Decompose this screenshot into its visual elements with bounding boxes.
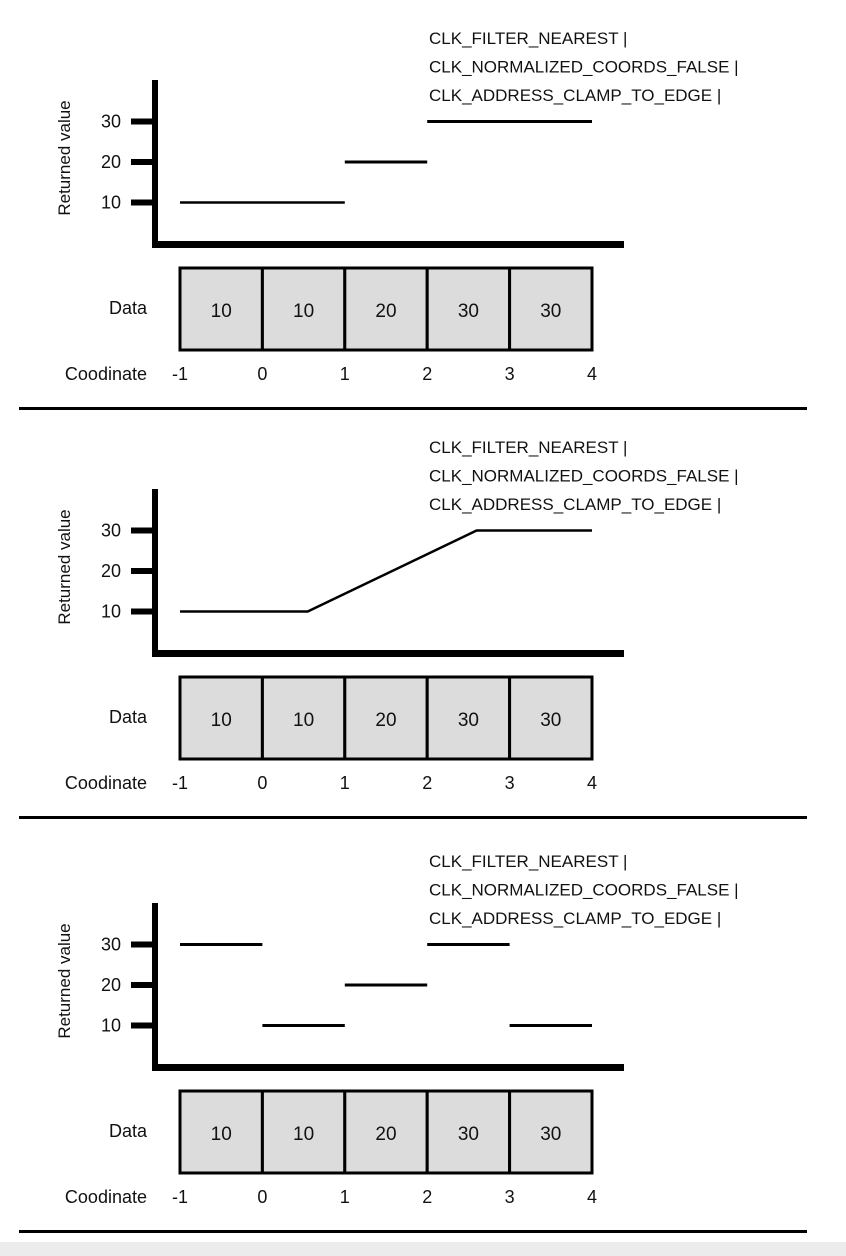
y-tick-label: 20 — [101, 561, 121, 581]
y-axis-label: Returned value — [55, 923, 74, 1038]
data-row-label: Data — [109, 1121, 148, 1141]
y-tick-label: 30 — [101, 112, 121, 132]
y-axis-line — [152, 489, 158, 657]
data-cell — [425, 266, 512, 352]
coordinate-tick-label: 1 — [340, 773, 350, 793]
y-tick — [131, 608, 153, 615]
y-axis-line — [152, 80, 158, 248]
coordinate-tick-label: 3 — [505, 773, 515, 793]
data-cell-value: 10 — [293, 1124, 314, 1145]
data-cell-value: 10 — [211, 710, 232, 731]
data-cell-value: 10 — [211, 1124, 232, 1145]
y-tick-label: 30 — [101, 521, 121, 541]
sampler-flag: CLK_NORMALIZED_COORDS_FALSE | — [429, 58, 739, 77]
data-cell — [178, 1089, 264, 1175]
data-cell-value: 30 — [540, 1124, 561, 1145]
y-tick-label: 30 — [101, 935, 121, 955]
x-axis-line — [152, 650, 624, 657]
coordinate-tick-label: 4 — [587, 773, 597, 793]
data-cell-value: 10 — [293, 710, 314, 731]
y-tick — [131, 1022, 153, 1029]
coordinate-tick-label: 3 — [505, 364, 515, 384]
data-row-label: Data — [109, 707, 148, 727]
coordinate-row-label: Coodinate — [65, 1187, 147, 1207]
sampler-flag: CLK_NORMALIZED_COORDS_FALSE | — [429, 881, 739, 900]
data-row-label: Data — [109, 298, 148, 318]
coordinate-tick-label: -1 — [172, 364, 188, 384]
data-cell — [343, 266, 429, 352]
sample-curve — [180, 529, 592, 613]
sampler-flag: CLK_NORMALIZED_COORDS_FALSE | — [429, 467, 739, 486]
data-cell — [508, 1089, 594, 1175]
sampler-flag: CLK_FILTER_NEAREST | — [429, 852, 627, 871]
coordinate-tick-label: -1 — [172, 1187, 188, 1207]
coordinate-tick-label: 4 — [587, 364, 597, 384]
sampler-flag: CLK_ADDRESS_CLAMP_TO_EDGE | — [429, 909, 721, 928]
data-cell-value: 10 — [293, 301, 314, 322]
x-axis-line — [152, 241, 624, 248]
coordinate-row-label: Coodinate — [65, 773, 147, 793]
y-tick — [131, 568, 153, 574]
coordinate-tick-label: 4 — [587, 1187, 597, 1207]
coordinate-tick-label: 2 — [422, 1187, 432, 1207]
bottom-band — [0, 1242, 846, 1256]
coordinate-tick-label: 3 — [505, 1187, 515, 1207]
sampler-flag: CLK_ADDRESS_CLAMP_TO_EDGE | — [429, 495, 721, 514]
panel-separator — [19, 1230, 807, 1233]
y-axis-label: Returned value — [55, 509, 74, 624]
data-cell-value: 20 — [375, 710, 396, 731]
panel-2: CLK_FILTER_NEAREST | CLK_NORMALIZED_COORD… — [19, 438, 807, 819]
coordinate-tick-label: 0 — [257, 364, 267, 384]
panel-separator — [19, 407, 807, 410]
coordinate-tick-label: 1 — [340, 1187, 350, 1207]
coordinate-tick-label: 0 — [257, 773, 267, 793]
coordinate-tick-label: 2 — [422, 364, 432, 384]
y-tick-label: 20 — [101, 152, 121, 172]
data-cell-value: 30 — [540, 710, 561, 731]
coordinate-row-label: Coodinate — [65, 364, 147, 384]
panel-1: CLK_FILTER_NEAREST | CLK_NORMALIZED_COORD… — [19, 29, 807, 410]
y-tick — [131, 941, 153, 948]
y-tick — [131, 199, 153, 206]
y-tick — [131, 118, 153, 125]
data-cell — [260, 675, 347, 761]
y-axis-label: Returned value — [55, 100, 74, 215]
x-axis-line — [152, 1064, 624, 1071]
sampler-flag: CLK_ADDRESS_CLAMP_TO_EDGE | — [429, 86, 721, 105]
data-cell — [508, 266, 594, 352]
data-cell-value: 20 — [375, 1124, 396, 1145]
y-axis-line — [152, 903, 158, 1071]
y-tick — [131, 527, 153, 534]
y-tick — [131, 159, 153, 165]
data-cell — [508, 675, 594, 761]
coordinate-tick-label: -1 — [172, 773, 188, 793]
data-cell-value: 30 — [540, 301, 561, 322]
data-cell — [343, 1089, 429, 1175]
panel-separator — [19, 816, 807, 819]
data-cell — [425, 675, 512, 761]
data-cell-value: 20 — [375, 301, 396, 322]
sampler-flag: CLK_FILTER_NEAREST | — [429, 438, 627, 457]
data-cell — [343, 675, 429, 761]
data-cell — [178, 266, 264, 352]
panel-3: CLK_FILTER_NEAREST | CLK_NORMALIZED_COORD… — [19, 852, 807, 1233]
coordinate-tick-label: 1 — [340, 364, 350, 384]
y-tick-label: 20 — [101, 975, 121, 995]
coordinate-tick-label: 2 — [422, 773, 432, 793]
data-cell-value: 30 — [458, 710, 479, 731]
y-tick — [131, 982, 153, 988]
data-cell-value: 30 — [458, 301, 479, 322]
y-tick-label: 10 — [101, 602, 121, 622]
sampler-flag: CLK_FILTER_NEAREST | — [429, 29, 627, 48]
coordinate-tick-label: 0 — [257, 1187, 267, 1207]
y-tick-label: 10 — [101, 1016, 121, 1036]
data-cell-value: 10 — [211, 301, 232, 322]
y-tick-label: 10 — [101, 193, 121, 213]
data-cell-value: 30 — [458, 1124, 479, 1145]
